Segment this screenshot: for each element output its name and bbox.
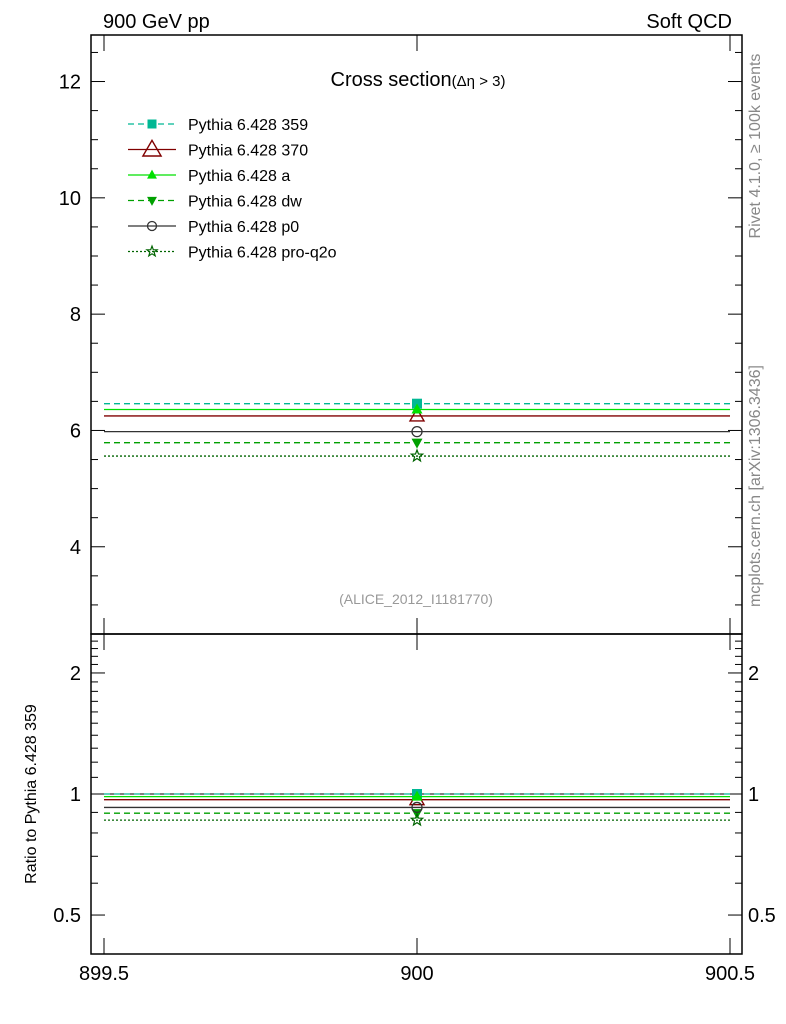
ratio-ytick-label: 2 (70, 663, 81, 685)
legend-marker (146, 220, 158, 232)
main-series-marker (411, 425, 423, 438)
main-series-marker (411, 438, 423, 449)
legend-marker (141, 139, 163, 157)
legend-label: Pythia 6.428 370 (188, 143, 308, 160)
main-series-marker (408, 407, 426, 422)
ratio-ytick-label: 0.5 (53, 905, 81, 927)
legend-label: Pythia 6.428 p0 (188, 219, 299, 236)
analysis-label: (ALICE_2012_I1181770) (339, 591, 493, 607)
chart-title: Cross section(Δη > 3) (331, 69, 506, 91)
legend-marker (147, 169, 157, 179)
ratio-ytick-label: 1 (70, 784, 81, 806)
header-left: 900 GeV pp (103, 11, 210, 33)
main-ytick-label: 12 (59, 72, 81, 94)
main-ytick-label: 8 (70, 304, 81, 326)
main-series-marker (411, 403, 423, 414)
legend-marker (147, 119, 157, 129)
legend-label: Pythia 6.428 359 (188, 117, 308, 134)
mcplots-source-label: mcplots.cern.ch [arXiv:1306.3436] (747, 365, 764, 607)
legend-marker (145, 244, 159, 258)
main-ytick-label: 10 (59, 188, 81, 210)
ratio-series-group (104, 789, 730, 827)
legend: Pythia 6.428 359 Pythia 6.428 370 Pythia 6… (128, 117, 337, 262)
ratio-ytick-label-right: 1 (748, 784, 759, 806)
chart-title-suffix: (Δη > 3) (452, 73, 506, 90)
ratio-y-axis-label: Ratio to Pythia 6.428 359 (23, 704, 40, 884)
ratio-series-marker (411, 790, 423, 801)
ratio-xtick-label: 900.5 (705, 963, 755, 985)
rivet-version-label: Rivet 4.1.0, ≥ 100k events (747, 54, 764, 239)
ratio-xtick-label: 900 (400, 963, 433, 985)
legend-label: Pythia 6.428 dw (188, 194, 302, 211)
main-series-group (104, 398, 730, 463)
ratio-series-marker (409, 812, 425, 827)
main-ytick-label: 4 (70, 537, 81, 559)
ratio-ytick-label-right: 2 (748, 663, 759, 685)
legend-label: Pythia 6.428 a (188, 168, 290, 185)
ratio-xtick-label: 899.5 (79, 963, 129, 985)
legend-marker (147, 196, 157, 206)
chart-title-main: Cross section (331, 69, 452, 91)
main-series-marker (409, 448, 425, 463)
main-ytick-label: 6 (70, 420, 81, 442)
ratio-ytick-label-right: 0.5 (748, 905, 776, 927)
header-right: Soft QCD (646, 11, 732, 33)
legend-label: Pythia 6.428 pro-q2o (188, 245, 337, 262)
